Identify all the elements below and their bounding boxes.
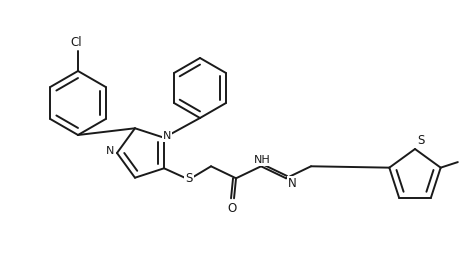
Text: S: S	[185, 172, 193, 185]
Text: O: O	[228, 202, 236, 215]
Text: S: S	[417, 134, 424, 147]
Text: N: N	[163, 131, 171, 141]
Text: N: N	[288, 177, 297, 190]
Text: NH: NH	[253, 155, 270, 165]
Text: Cl: Cl	[70, 36, 82, 49]
Text: N: N	[106, 146, 114, 156]
